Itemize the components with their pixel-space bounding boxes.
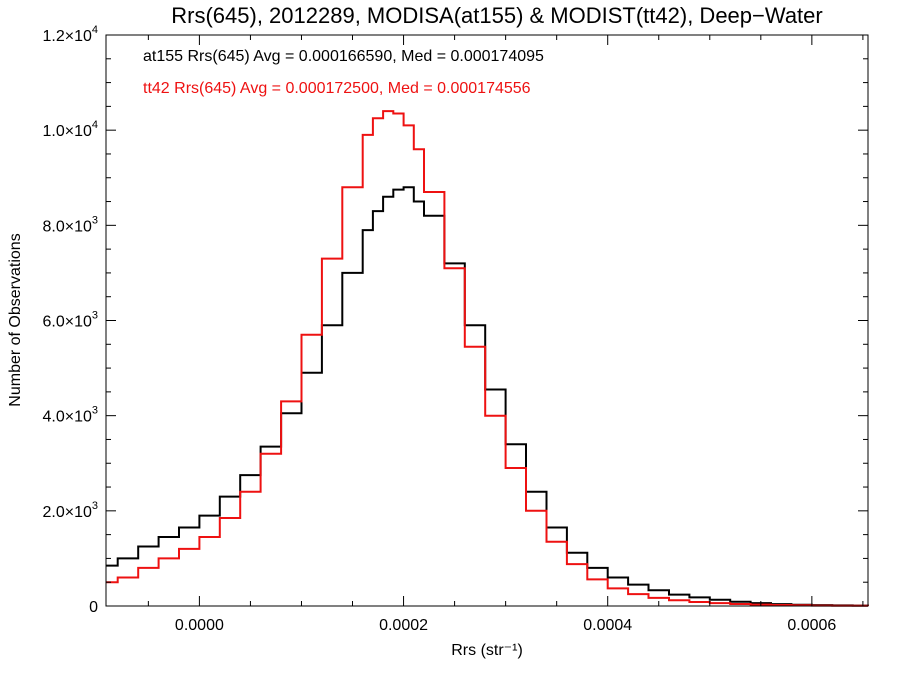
y-tick-label: 8.0×103 (42, 214, 98, 235)
plot-frame (105, 34, 869, 607)
series-line-2 (106, 110, 869, 607)
annotation-at155: at155 Rrs(645) Avg = 0.000166590, Med = … (143, 48, 544, 65)
y-axis-label: Number of Observations (7, 233, 24, 406)
x-axis-label: Rrs (str⁻¹) (451, 642, 523, 659)
y-tick-label: 4.0×103 (42, 405, 98, 426)
y-tick-label: 2.0×103 (42, 500, 98, 521)
chart-title: Rrs(645), 2012289, MODISA(at155) & MODIS… (171, 3, 822, 28)
x-tick-label: 0.0006 (787, 617, 836, 634)
y-tick-label: 1.0×104 (42, 119, 98, 140)
x-tick-label: 0.0000 (175, 617, 224, 634)
y-tick-label: 1.2×104 (42, 24, 98, 45)
series-line-1 (106, 186, 869, 607)
x-tick-label: 0.0004 (583, 617, 632, 634)
series-layer (106, 110, 869, 607)
annotation-group: at155 Rrs(645) Avg = 0.000166590, Med = … (143, 48, 544, 97)
x-tick-label: 0.0002 (379, 617, 428, 634)
annotation-tt42: tt42 Rrs(645) Avg = 0.000172500, Med = 0… (143, 80, 531, 97)
y-tick-label: 0 (89, 599, 98, 616)
y-tick-label: 6.0×103 (42, 310, 98, 331)
ticks-layer: 0.0000 0.0002 0.0004 0.0006 0 2.0×103 4.0×103 6… (42, 24, 868, 634)
